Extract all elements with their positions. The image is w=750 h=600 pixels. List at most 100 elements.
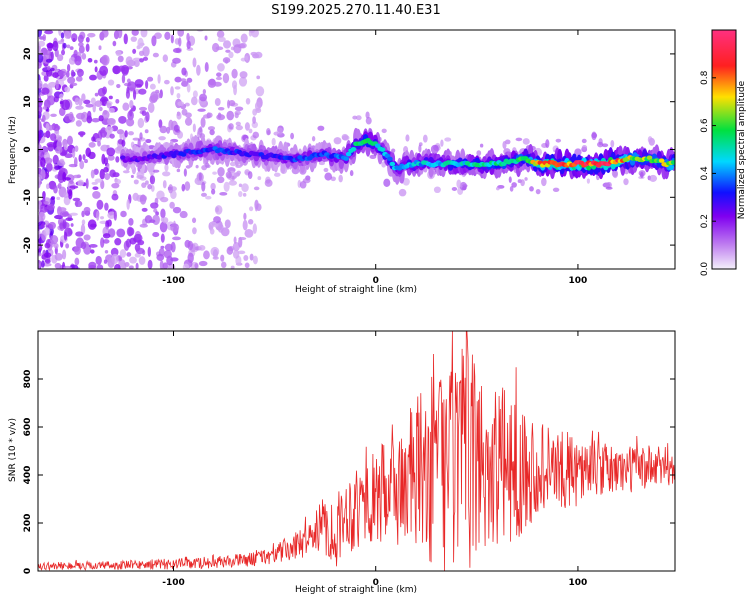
heatmap-cell xyxy=(199,126,203,133)
heatmap-cell xyxy=(216,114,226,121)
heatmap-cell xyxy=(183,168,187,177)
heatmap-cell xyxy=(98,45,102,51)
heatmap-cell xyxy=(121,74,126,84)
heatmap-cell xyxy=(90,169,95,179)
heatmap-cell xyxy=(38,149,43,157)
heatmap-layer xyxy=(38,30,675,269)
heatmap-cell xyxy=(495,186,500,191)
heatmap-cell xyxy=(238,183,243,188)
heatmap-cell xyxy=(212,171,217,175)
heatmap-cell xyxy=(38,211,46,222)
heatmap-cell xyxy=(68,111,74,121)
heatmap-cell xyxy=(62,219,67,230)
heatmap-cell xyxy=(207,112,213,118)
heatmap-cell xyxy=(127,131,134,136)
heatmap-cell xyxy=(138,88,147,95)
snr-y-label: SNR (10 * v/v) xyxy=(8,418,18,482)
heatmap-cell xyxy=(213,216,221,224)
heatmap-cell xyxy=(164,79,170,85)
heatmap-cell xyxy=(115,98,120,104)
x-tick-label: -100 xyxy=(162,276,185,286)
heatmap-cell xyxy=(610,139,615,148)
heatmap-cell xyxy=(85,103,94,108)
heatmap-cell xyxy=(43,157,53,164)
heatmap-cell xyxy=(151,35,157,47)
heatmap-cell xyxy=(162,262,168,269)
heatmap-cell xyxy=(127,110,134,121)
heatmap-cell xyxy=(177,101,185,107)
heatmap-cell xyxy=(264,179,273,187)
heatmap-cell xyxy=(38,200,42,207)
heatmap-cell xyxy=(168,184,174,194)
heatmap-cell xyxy=(172,48,182,53)
heatmap-cell xyxy=(41,260,45,268)
heatmap-cell xyxy=(349,170,354,177)
heatmap-cell xyxy=(139,132,143,140)
heatmap-cell xyxy=(145,138,152,144)
heatmap-cell xyxy=(49,133,57,142)
heatmap-cell xyxy=(46,42,54,49)
heatmap-cell xyxy=(98,106,103,112)
heatmap-cell xyxy=(104,172,111,181)
heatmap-cell xyxy=(70,69,75,78)
heatmap-cell xyxy=(97,87,106,97)
heatmap-cell xyxy=(57,207,67,212)
heatmap-cell xyxy=(187,252,194,264)
colorbar-tick-label: 0.8 xyxy=(700,70,710,85)
heatmap-cell xyxy=(111,182,120,189)
heatmap-cell xyxy=(330,176,336,182)
heatmap-cell xyxy=(43,74,49,82)
heatmap-cell xyxy=(81,52,87,60)
heatmap-cell xyxy=(201,192,207,197)
heatmap-cell xyxy=(658,158,665,163)
heatmap-cell xyxy=(158,119,163,129)
heatmap-cell xyxy=(43,252,52,258)
heatmap-cell xyxy=(232,249,240,259)
heatmap-cell xyxy=(217,223,224,233)
heatmap-cell xyxy=(49,234,59,245)
heatmap-cell xyxy=(81,219,86,226)
y-tick-label: -20 xyxy=(23,237,33,253)
heatmap-cell xyxy=(234,106,244,112)
heatmap-cell xyxy=(40,223,45,229)
heatmap-cell xyxy=(103,110,108,115)
heatmap-cell xyxy=(215,46,224,51)
heatmap-cell xyxy=(38,174,42,182)
heatmap-cell xyxy=(174,76,182,83)
heatmap-cell xyxy=(99,65,109,77)
heatmap-cell xyxy=(271,137,276,146)
heatmap-cell xyxy=(38,105,43,115)
y-tick-label: 10 xyxy=(23,95,33,108)
heatmap-cell xyxy=(234,112,239,119)
heatmap-cell xyxy=(77,68,84,77)
snr-x-label: Height of straight line (km) xyxy=(295,585,417,595)
heatmap-cell xyxy=(174,86,181,90)
heatmap-cell xyxy=(219,191,228,196)
heatmap-cell xyxy=(171,153,177,159)
heatmap-cell xyxy=(133,179,139,185)
heatmap-cell xyxy=(93,59,98,64)
heatmap-cell xyxy=(179,210,188,219)
heatmap-cell xyxy=(100,216,105,220)
heatmap-cell xyxy=(109,169,116,178)
colorbar-tick-label: 0.2 xyxy=(700,214,710,228)
heatmap-cell xyxy=(146,76,154,82)
heatmap-cell xyxy=(195,164,199,169)
heatmap-cell xyxy=(170,241,176,253)
heatmap-cell xyxy=(192,227,197,235)
heatmap-cell xyxy=(62,249,67,260)
heatmap-cell xyxy=(217,36,226,43)
heatmap-cell xyxy=(57,40,63,45)
heatmap-cell xyxy=(302,178,311,184)
heatmap-cell xyxy=(61,99,71,111)
heatmap-cell xyxy=(220,261,227,269)
heatmap-cell xyxy=(226,246,234,255)
heatmap-cell xyxy=(47,143,54,152)
heatmap-cell xyxy=(109,133,115,139)
colorbar-tick-label: 0.6 xyxy=(700,118,710,133)
heatmap-cell xyxy=(101,54,110,66)
heatmap-cell xyxy=(117,30,123,39)
heatmap-cell xyxy=(94,66,98,73)
heatmap-cell xyxy=(217,167,225,177)
